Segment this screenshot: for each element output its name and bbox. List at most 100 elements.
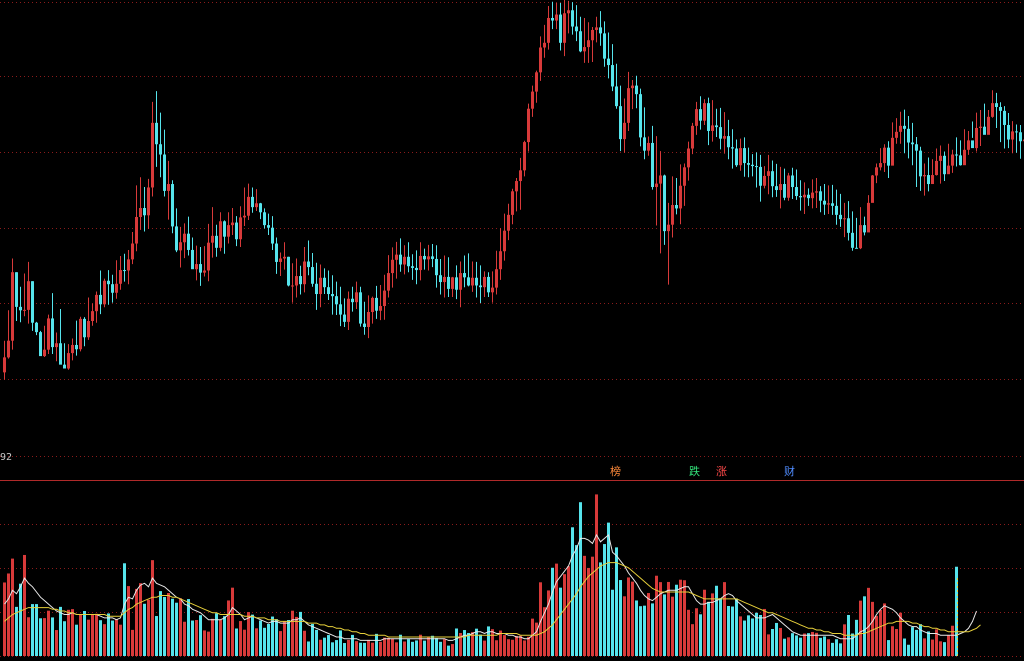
candle[interactable] — [763, 166, 766, 189]
volume-bar[interactable] — [135, 588, 138, 656]
volume-bar[interactable] — [227, 600, 230, 656]
candle[interactable] — [195, 245, 198, 281]
volume-bar[interactable] — [63, 621, 66, 656]
candle[interactable] — [843, 202, 846, 238]
volume-bar[interactable] — [559, 587, 562, 656]
candle[interactable] — [63, 343, 66, 369]
candle[interactable] — [579, 16, 582, 53]
candle[interactable] — [583, 17, 586, 63]
volume-bar[interactable] — [683, 580, 686, 656]
volume-bar[interactable] — [503, 635, 506, 656]
candle[interactable] — [151, 101, 154, 197]
candle[interactable] — [775, 163, 778, 197]
volume-bar[interactable] — [411, 641, 414, 656]
volume-bar[interactable] — [179, 598, 182, 656]
volume-bar[interactable] — [463, 630, 466, 656]
candle[interactable] — [199, 246, 202, 286]
volume-bar[interactable] — [923, 638, 926, 656]
candle[interactable] — [299, 265, 302, 295]
candle[interactable] — [251, 187, 254, 213]
volume-bar[interactable] — [471, 632, 474, 656]
volume-bar[interactable] — [595, 494, 598, 656]
candle[interactable] — [383, 274, 386, 320]
volume-bar[interactable] — [39, 618, 42, 656]
volume-bar[interactable] — [167, 593, 170, 656]
candle[interactable] — [319, 264, 322, 308]
candle[interactable] — [479, 265, 482, 304]
volume-bar[interactable] — [295, 616, 298, 656]
volume-bar[interactable] — [779, 627, 782, 656]
volume-bar[interactable] — [331, 642, 334, 656]
candle[interactable] — [663, 174, 666, 245]
volume-bar[interactable] — [23, 554, 26, 656]
volume-bar[interactable] — [455, 628, 458, 656]
volume-bar[interactable] — [567, 566, 570, 656]
volume-bar[interactable] — [783, 638, 786, 656]
candle[interactable] — [259, 202, 262, 220]
candle[interactable] — [703, 99, 706, 125]
candle[interactable] — [543, 24, 546, 58]
candle[interactable] — [227, 212, 230, 244]
volume-bar[interactable] — [695, 608, 698, 656]
candle[interactable] — [519, 157, 522, 210]
volume-bar[interactable] — [11, 558, 14, 656]
candle[interactable] — [671, 176, 674, 238]
volume-bar[interactable] — [719, 598, 722, 656]
candle[interactable] — [499, 228, 502, 280]
volume-bar[interactable] — [539, 582, 542, 656]
volume-bar[interactable] — [867, 587, 870, 656]
volume-bar[interactable] — [191, 620, 194, 656]
candle[interactable] — [1019, 124, 1022, 159]
volume-bar[interactable] — [303, 630, 306, 656]
volume-bar[interactable] — [219, 620, 222, 656]
volume-bar[interactable] — [147, 599, 150, 656]
candle[interactable] — [735, 139, 738, 167]
candle[interactable] — [271, 216, 274, 250]
candle[interactable] — [387, 255, 390, 298]
candle[interactable] — [19, 286, 22, 323]
volume-bar[interactable] — [75, 624, 78, 656]
candle[interactable] — [187, 216, 190, 256]
candle[interactable] — [615, 63, 618, 109]
candle[interactable] — [919, 146, 922, 191]
candle[interactable] — [147, 178, 150, 229]
volume-bar[interactable] — [887, 640, 890, 656]
volume-bar[interactable] — [323, 637, 326, 656]
volume-bar[interactable] — [655, 575, 658, 656]
candle[interactable] — [631, 80, 634, 110]
volume-bar[interactable] — [771, 629, 774, 656]
volume-bar[interactable] — [359, 642, 362, 656]
volume-bar[interactable] — [123, 563, 126, 656]
candle[interactable] — [831, 184, 834, 215]
volume-bar[interactable] — [583, 555, 586, 656]
volume-bar[interactable] — [223, 616, 226, 656]
volume-bar[interactable] — [487, 626, 490, 656]
candle[interactable] — [143, 187, 146, 232]
candle[interactable] — [895, 118, 898, 144]
volume-bar[interactable] — [299, 611, 302, 656]
volume-bar[interactable] — [799, 637, 802, 656]
candle[interactable] — [911, 122, 914, 166]
candle[interactable] — [743, 137, 746, 177]
candle[interactable] — [79, 316, 82, 352]
candle[interactable] — [815, 178, 818, 209]
volume-bar[interactable] — [231, 587, 234, 656]
candle[interactable] — [131, 231, 134, 265]
volume-bar[interactable] — [555, 563, 558, 656]
volume-bar[interactable] — [943, 642, 946, 656]
volume-bar[interactable] — [267, 623, 270, 656]
volume-bar[interactable] — [775, 622, 778, 656]
volume-bar[interactable] — [651, 603, 654, 656]
candle[interactable] — [127, 249, 130, 285]
volume-bar[interactable] — [619, 580, 622, 656]
volume-bar[interactable] — [787, 637, 790, 656]
candle[interactable] — [423, 248, 426, 270]
candle[interactable] — [731, 129, 734, 169]
volume-bar[interactable] — [835, 639, 838, 656]
volume-bar[interactable] — [839, 643, 842, 656]
candle[interactable] — [495, 250, 498, 295]
volume-bar[interactable] — [911, 627, 914, 656]
volume-bar[interactable] — [195, 620, 198, 656]
candle[interactable] — [27, 261, 30, 324]
volume-bar[interactable] — [203, 630, 206, 656]
